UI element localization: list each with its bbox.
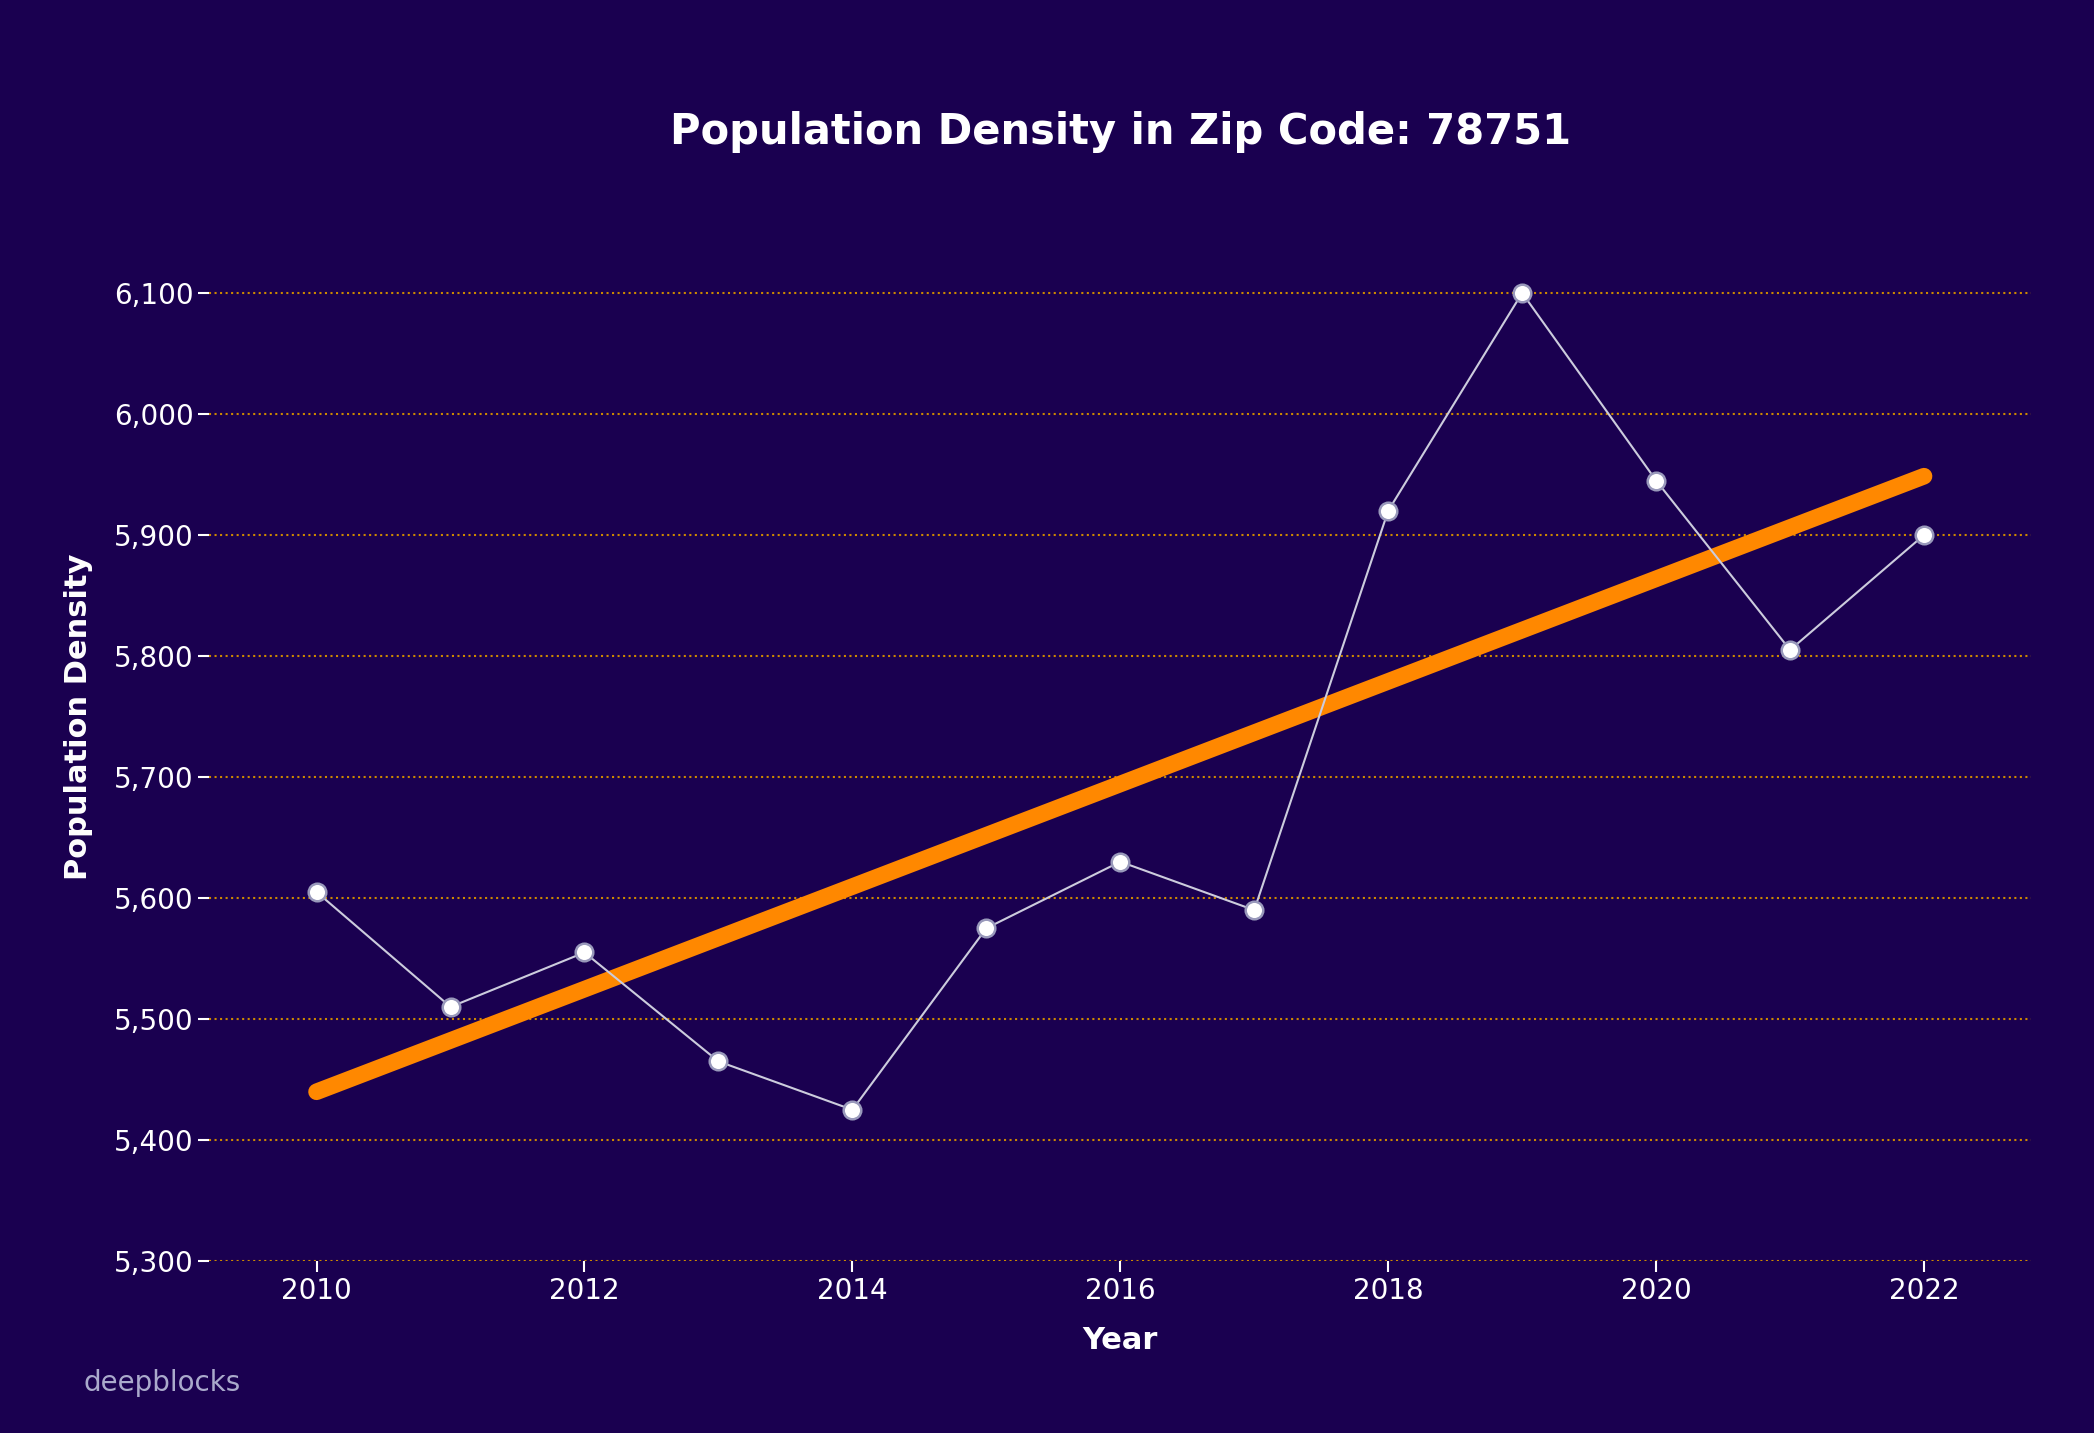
Point (1104, 850, 1137, 873)
Point (701, 1050, 735, 1073)
Point (1640, 469, 1673, 492)
X-axis label: Year: Year (1083, 1326, 1158, 1354)
Point (567, 941, 601, 964)
Point (1774, 639, 1807, 662)
Point (299, 880, 333, 903)
Point (1908, 523, 1941, 546)
Point (1238, 898, 1271, 921)
Point (433, 996, 467, 1019)
Point (1506, 281, 1539, 304)
Point (970, 917, 1003, 940)
Y-axis label: Population Density: Population Density (63, 553, 92, 880)
Text: deepblocks: deepblocks (84, 1369, 241, 1397)
Point (1372, 499, 1405, 522)
Point (836, 1098, 869, 1121)
Title: Population Density in Zip Code: 78751: Population Density in Zip Code: 78751 (670, 112, 1570, 153)
